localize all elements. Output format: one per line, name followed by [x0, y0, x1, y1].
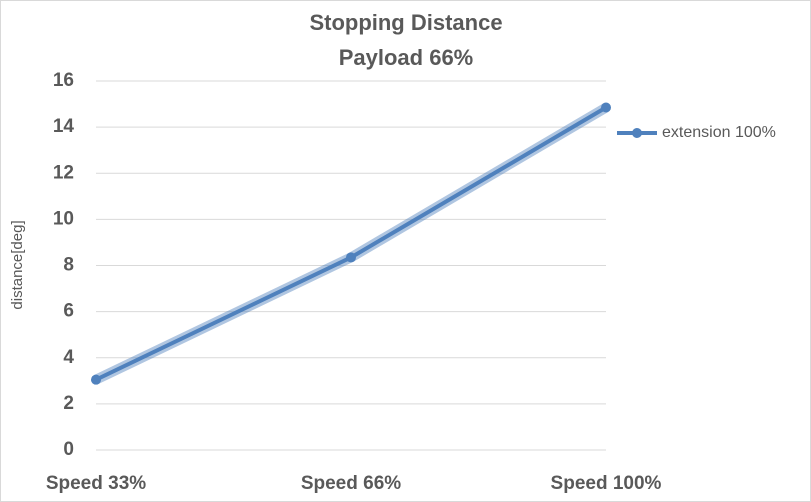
data-point	[346, 252, 356, 263]
y-tick-label: 6	[63, 301, 74, 322]
legend-label: extension 100%	[662, 124, 776, 141]
data-point	[91, 374, 101, 385]
x-tick-label: Speed 66%	[301, 473, 401, 494]
y-tick-label: 14	[53, 116, 75, 137]
y-tick-label: 16	[53, 70, 74, 91]
y-axis-label: distance[deg]	[9, 220, 26, 309]
x-tick-label: Speed 100%	[551, 473, 662, 494]
chart-subtitle: Payload 66%	[339, 45, 474, 70]
x-tick-label: Speed 33%	[46, 473, 146, 494]
legend-marker	[632, 128, 642, 138]
y-tick-label: 10	[53, 208, 74, 229]
chart-title: Stopping Distance	[309, 10, 502, 35]
y-tick-label: 0	[63, 439, 74, 460]
data-point	[601, 102, 611, 113]
y-tick-label: 2	[63, 393, 74, 414]
y-tick-label: 12	[53, 162, 74, 183]
y-tick-label: 4	[63, 347, 74, 368]
y-tick-label: 8	[63, 255, 74, 276]
